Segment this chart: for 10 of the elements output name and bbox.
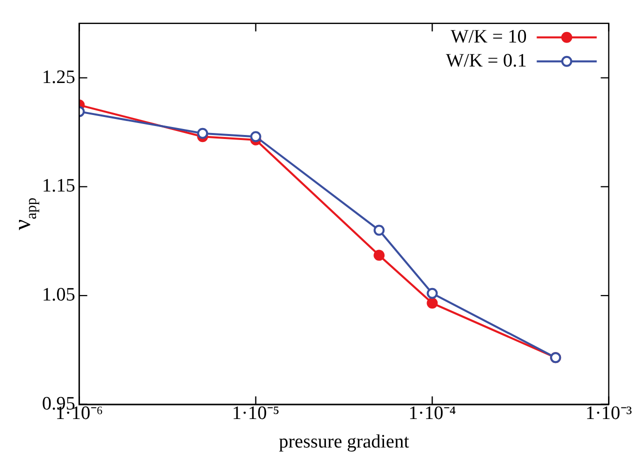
x-tick-label: 1·10⁻⁴ bbox=[408, 402, 456, 424]
y-axis-title: νapp bbox=[10, 198, 40, 230]
y-tick-label: 1.25 bbox=[42, 66, 76, 88]
x-tick-label: 1·10⁻⁵ bbox=[232, 402, 280, 424]
legend-label: W/K = 10 bbox=[450, 26, 527, 48]
y-tick-label: 1.05 bbox=[42, 284, 76, 306]
y-tick-label: 1.15 bbox=[42, 176, 76, 197]
x-axis-title: pressure gradient bbox=[278, 432, 410, 453]
x-tick-label: 1·10⁻³ bbox=[585, 402, 632, 424]
legend-label: W/K = 0.1 bbox=[446, 50, 527, 72]
